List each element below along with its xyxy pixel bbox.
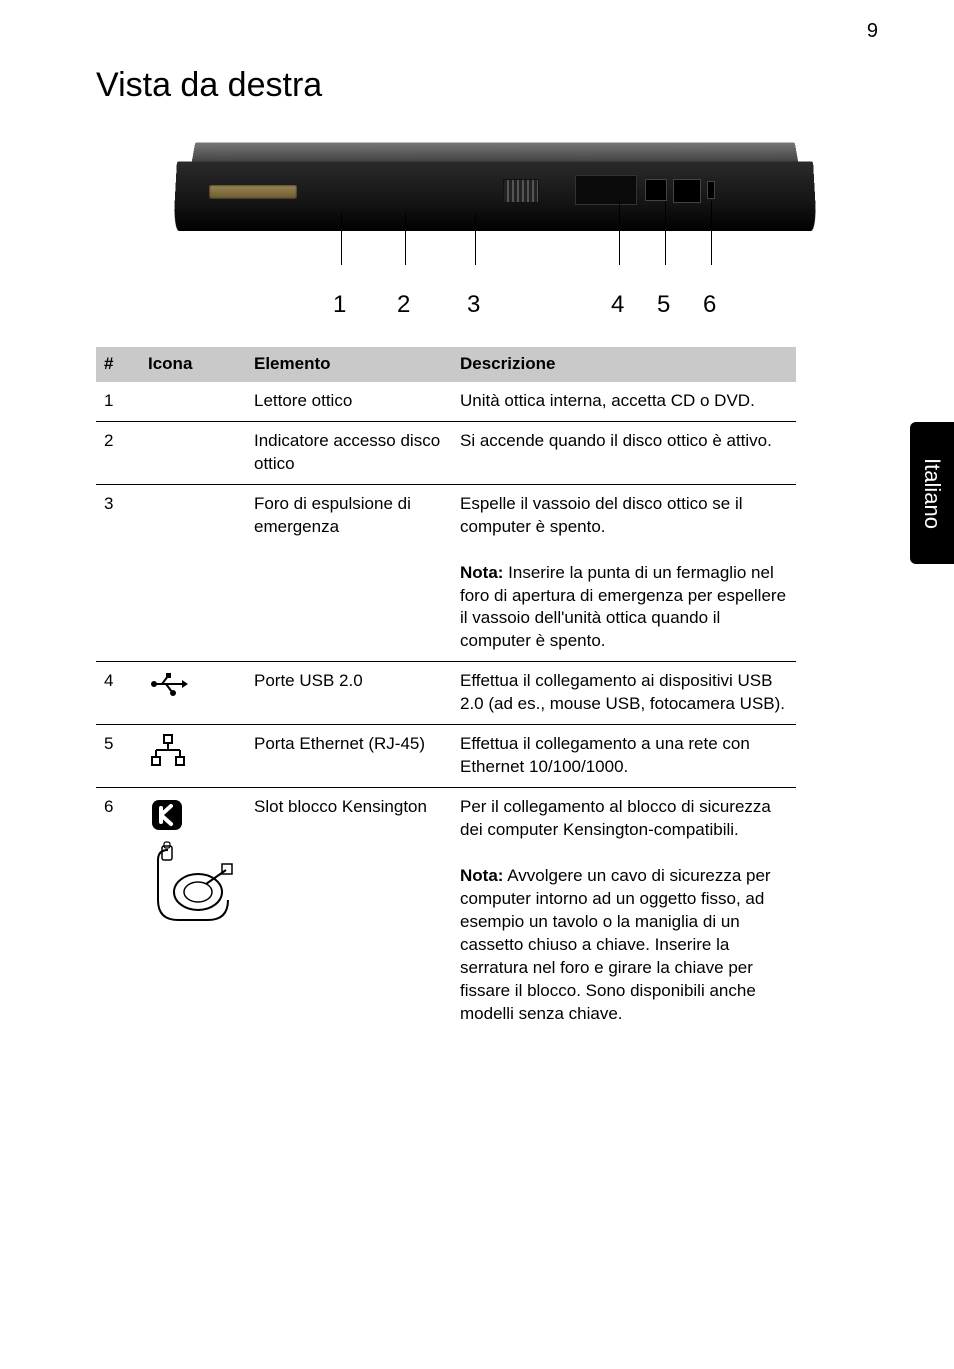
spec-table: # Icona Elemento Descrizione 1 Lettore o… <box>96 347 796 1033</box>
note-label: Nota: <box>460 866 503 885</box>
cell-description: Per il collegamento al blocco di sicurez… <box>452 788 796 1034</box>
lock-illustration <box>148 840 238 930</box>
callout-1: 1 <box>333 291 346 319</box>
callout-4: 4 <box>611 291 624 319</box>
cell-icon <box>140 421 246 484</box>
table-row: 5 Porta Ethernet (RJ-45) Effettua il col… <box>96 725 796 788</box>
table-row: 2 Indicatore accesso disco ottico Si acc… <box>96 421 796 484</box>
table-row: 1 Lettore ottico Unità ottica interna, a… <box>96 382 796 421</box>
note-label: Nota: <box>460 563 503 582</box>
callout-lines <box>175 231 815 311</box>
desc-main: Espelle il vassoio del disco ottico se i… <box>460 494 743 536</box>
th-element: Elemento <box>246 347 452 382</box>
note-text: Inserire la punta di un fermaglio nel fo… <box>460 563 786 651</box>
cell-num: 3 <box>96 484 140 662</box>
callout-3: 3 <box>467 291 480 319</box>
callout-5: 5 <box>657 291 670 319</box>
table-row: 3 Foro di espulsione di emergenza Espell… <box>96 484 796 662</box>
cell-num: 4 <box>96 662 140 725</box>
cell-description: Espelle il vassoio del disco ottico se i… <box>452 484 796 662</box>
language-tab: Italiano <box>910 422 954 564</box>
cell-element: Indicatore accesso disco ottico <box>246 421 452 484</box>
table-row: 4 Porte USB 2.0 Effettua il collegamento… <box>96 662 796 725</box>
cell-num: 2 <box>96 421 140 484</box>
cell-num: 6 <box>96 788 140 1034</box>
cell-icon <box>140 484 246 662</box>
table-header-row: # Icona Elemento Descrizione <box>96 347 796 382</box>
cell-element: Lettore ottico <box>246 382 452 421</box>
desc-main: Per il collegamento al blocco di sicurez… <box>460 797 771 839</box>
note-text: Avvolgere un cavo di sicurezza per compu… <box>460 866 771 1023</box>
cell-description: Si accende quando il disco ottico è atti… <box>452 421 796 484</box>
kensington-icon <box>148 796 186 834</box>
usb-icon <box>148 670 188 698</box>
th-num: # <box>96 347 140 382</box>
th-description: Descrizione <box>452 347 796 382</box>
cell-num: 1 <box>96 382 140 421</box>
cell-description: Effettua il collegamento ai dispositivi … <box>452 662 796 725</box>
cell-icon <box>140 788 246 1034</box>
page-number: 9 <box>867 20 878 43</box>
cell-description: Unità ottica interna, accetta CD o DVD. <box>452 382 796 421</box>
cell-description: Effettua il collegamento a una rete con … <box>452 725 796 788</box>
ethernet-icon <box>148 733 188 769</box>
cell-element: Slot blocco Kensington <box>246 788 452 1034</box>
section-title: Vista da destra <box>96 66 894 105</box>
cell-element: Porta Ethernet (RJ-45) <box>246 725 452 788</box>
cell-element: Porte USB 2.0 <box>246 662 452 725</box>
cell-num: 5 <box>96 725 140 788</box>
cell-icon <box>140 662 246 725</box>
laptop-right-view-figure: 1 2 3 4 5 6 <box>175 123 815 323</box>
callout-6: 6 <box>703 291 716 319</box>
page: 9 Italiano Vista da destra 1 2 3 4 <box>0 0 954 1369</box>
callout-2: 2 <box>397 291 410 319</box>
table-row: 6 <box>96 788 796 1034</box>
cell-icon <box>140 725 246 788</box>
th-icon: Icona <box>140 347 246 382</box>
cell-icon <box>140 382 246 421</box>
cell-element: Foro di espulsione di emergenza <box>246 484 452 662</box>
